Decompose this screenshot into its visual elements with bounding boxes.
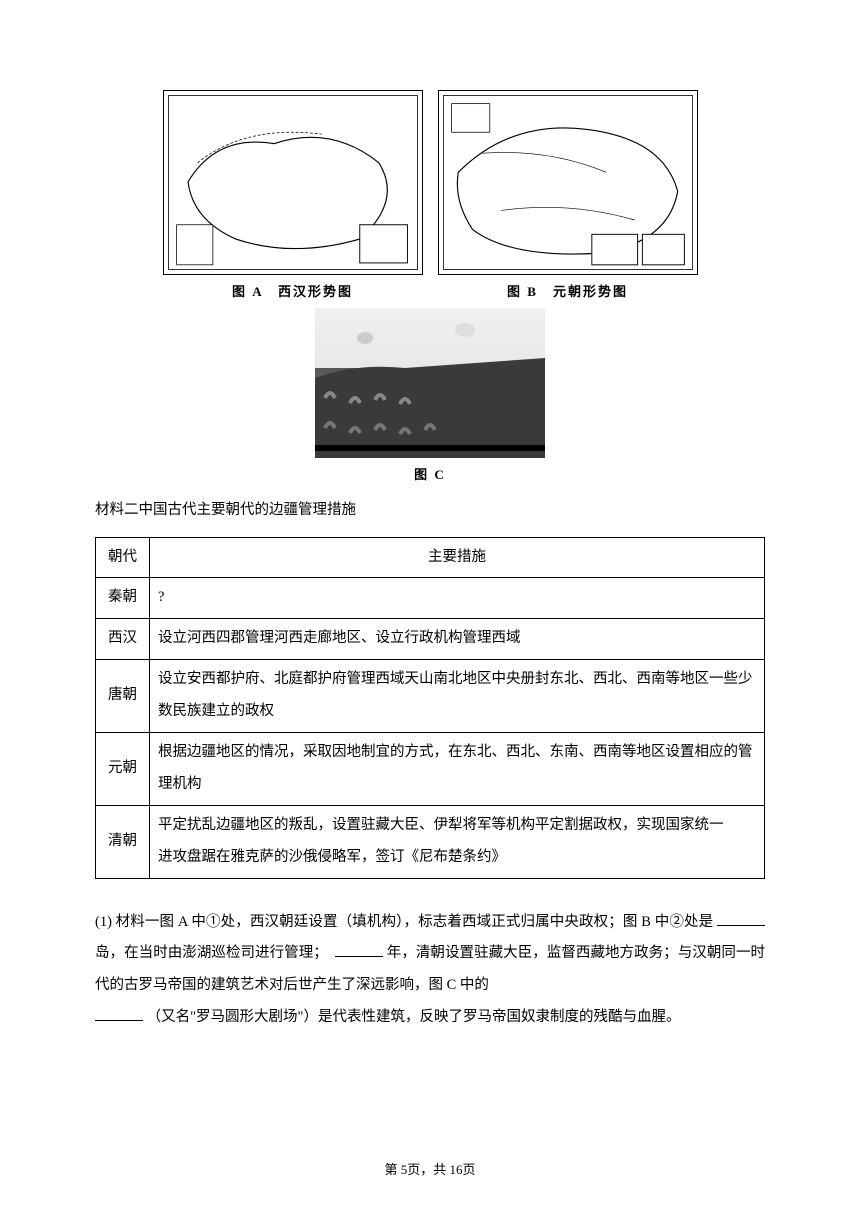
dynasty-cell: 元朝: [96, 733, 150, 806]
measures-cell: 设立安西都护府、北庭都护府管理西域天山南北地区中央册封东北、西北、西南等地区一些…: [150, 660, 765, 733]
figure-c-image: [315, 308, 545, 458]
question-1: (1) 材料一图 A 中①处，西汉朝廷设置（填机构），标志着西域正式归属中央政权…: [95, 907, 765, 1035]
dynasty-cell: 清朝: [96, 805, 150, 878]
figure-c-caption: 图 C: [414, 464, 446, 483]
question-seg4: （又名"罗马圆形大剧场"）是代表性建筑，反映了罗马帝国奴隶制度的残酷与血腥。: [143, 1009, 680, 1025]
measures-cell: 根据边疆地区的情况，采取因地制宜的方式，在东北、西北、东南、西南等地区设置相应的…: [150, 733, 765, 806]
figures-row: 图 A 西汉形势图 图 B 元朝形势图: [95, 90, 765, 300]
measures-cell: 设立河西四郡管理河西走廊地区、设立行政机构管理西域: [150, 619, 765, 660]
header-measures: 主要措施: [150, 537, 765, 578]
table-row: 元朝 根据边疆地区的情况，采取因地制宜的方式，在东北、西北、东南、西南等地区设置…: [96, 733, 765, 806]
question-label: (1): [95, 914, 112, 930]
dynasty-cell: 唐朝: [96, 660, 150, 733]
colosseum-sketch: [315, 308, 545, 458]
table-row: 西汉 设立河西四郡管理河西走廊地区、设立行政机构管理西域: [96, 619, 765, 660]
blank-building: [95, 1007, 143, 1022]
dynasty-cell: 秦朝: [96, 578, 150, 619]
question-seg1: 材料一图 A 中①处，西汉朝廷设置（填机构），标志着西域正式归属中央政权；图 B…: [112, 914, 717, 930]
blank-year: [335, 943, 383, 958]
table-row: 秦朝 ?: [96, 578, 765, 619]
measures-cell: ?: [150, 578, 765, 619]
page-number: 第 5页，共 16页: [384, 1162, 475, 1177]
map-b-image: [438, 90, 698, 275]
table-row: 清朝 平定扰乱边疆地区的叛乱，设置驻藏大臣、伊犁将军等机构平定割据政权，实现国家…: [96, 805, 765, 878]
figure-a: 图 A 西汉形势图: [163, 90, 423, 300]
map-a-image: [163, 90, 423, 275]
page-footer: 第 5页，共 16页: [0, 1159, 860, 1178]
measures-table: 朝代 主要措施 秦朝 ? 西汉 设立河西四郡管理河西走廊地区、设立行政机构管理西…: [95, 537, 765, 879]
map-a-sketch: [169, 96, 417, 272]
figure-b-caption: 图 B 元朝形势图: [507, 281, 628, 300]
dynasty-cell: 西汉: [96, 619, 150, 660]
figure-a-caption: 图 A 西汉形势图: [232, 281, 353, 300]
map-b-sketch: [444, 96, 692, 272]
table-row: 唐朝 设立安西都护府、北庭都护府管理西域天山南北地区中央册封东北、西北、西南等地…: [96, 660, 765, 733]
measures-cell: 平定扰乱边疆地区的叛乱，设置驻藏大臣、伊犁将军等机构平定割据政权，实现国家统一 …: [150, 805, 765, 878]
figure-c-wrap: 图 C: [95, 308, 765, 483]
question-seg2: 岛，在当时由澎湖巡检司进行管理；: [95, 945, 335, 961]
table-header-row: 朝代 主要措施: [96, 537, 765, 578]
figure-b: 图 B 元朝形势图: [438, 90, 698, 300]
header-dynasty: 朝代: [96, 537, 150, 578]
material2-title: 材料二中国古代主要朝代的边疆管理措施: [95, 497, 765, 525]
blank-island: [717, 911, 765, 926]
figure-c: 图 C: [315, 308, 545, 483]
